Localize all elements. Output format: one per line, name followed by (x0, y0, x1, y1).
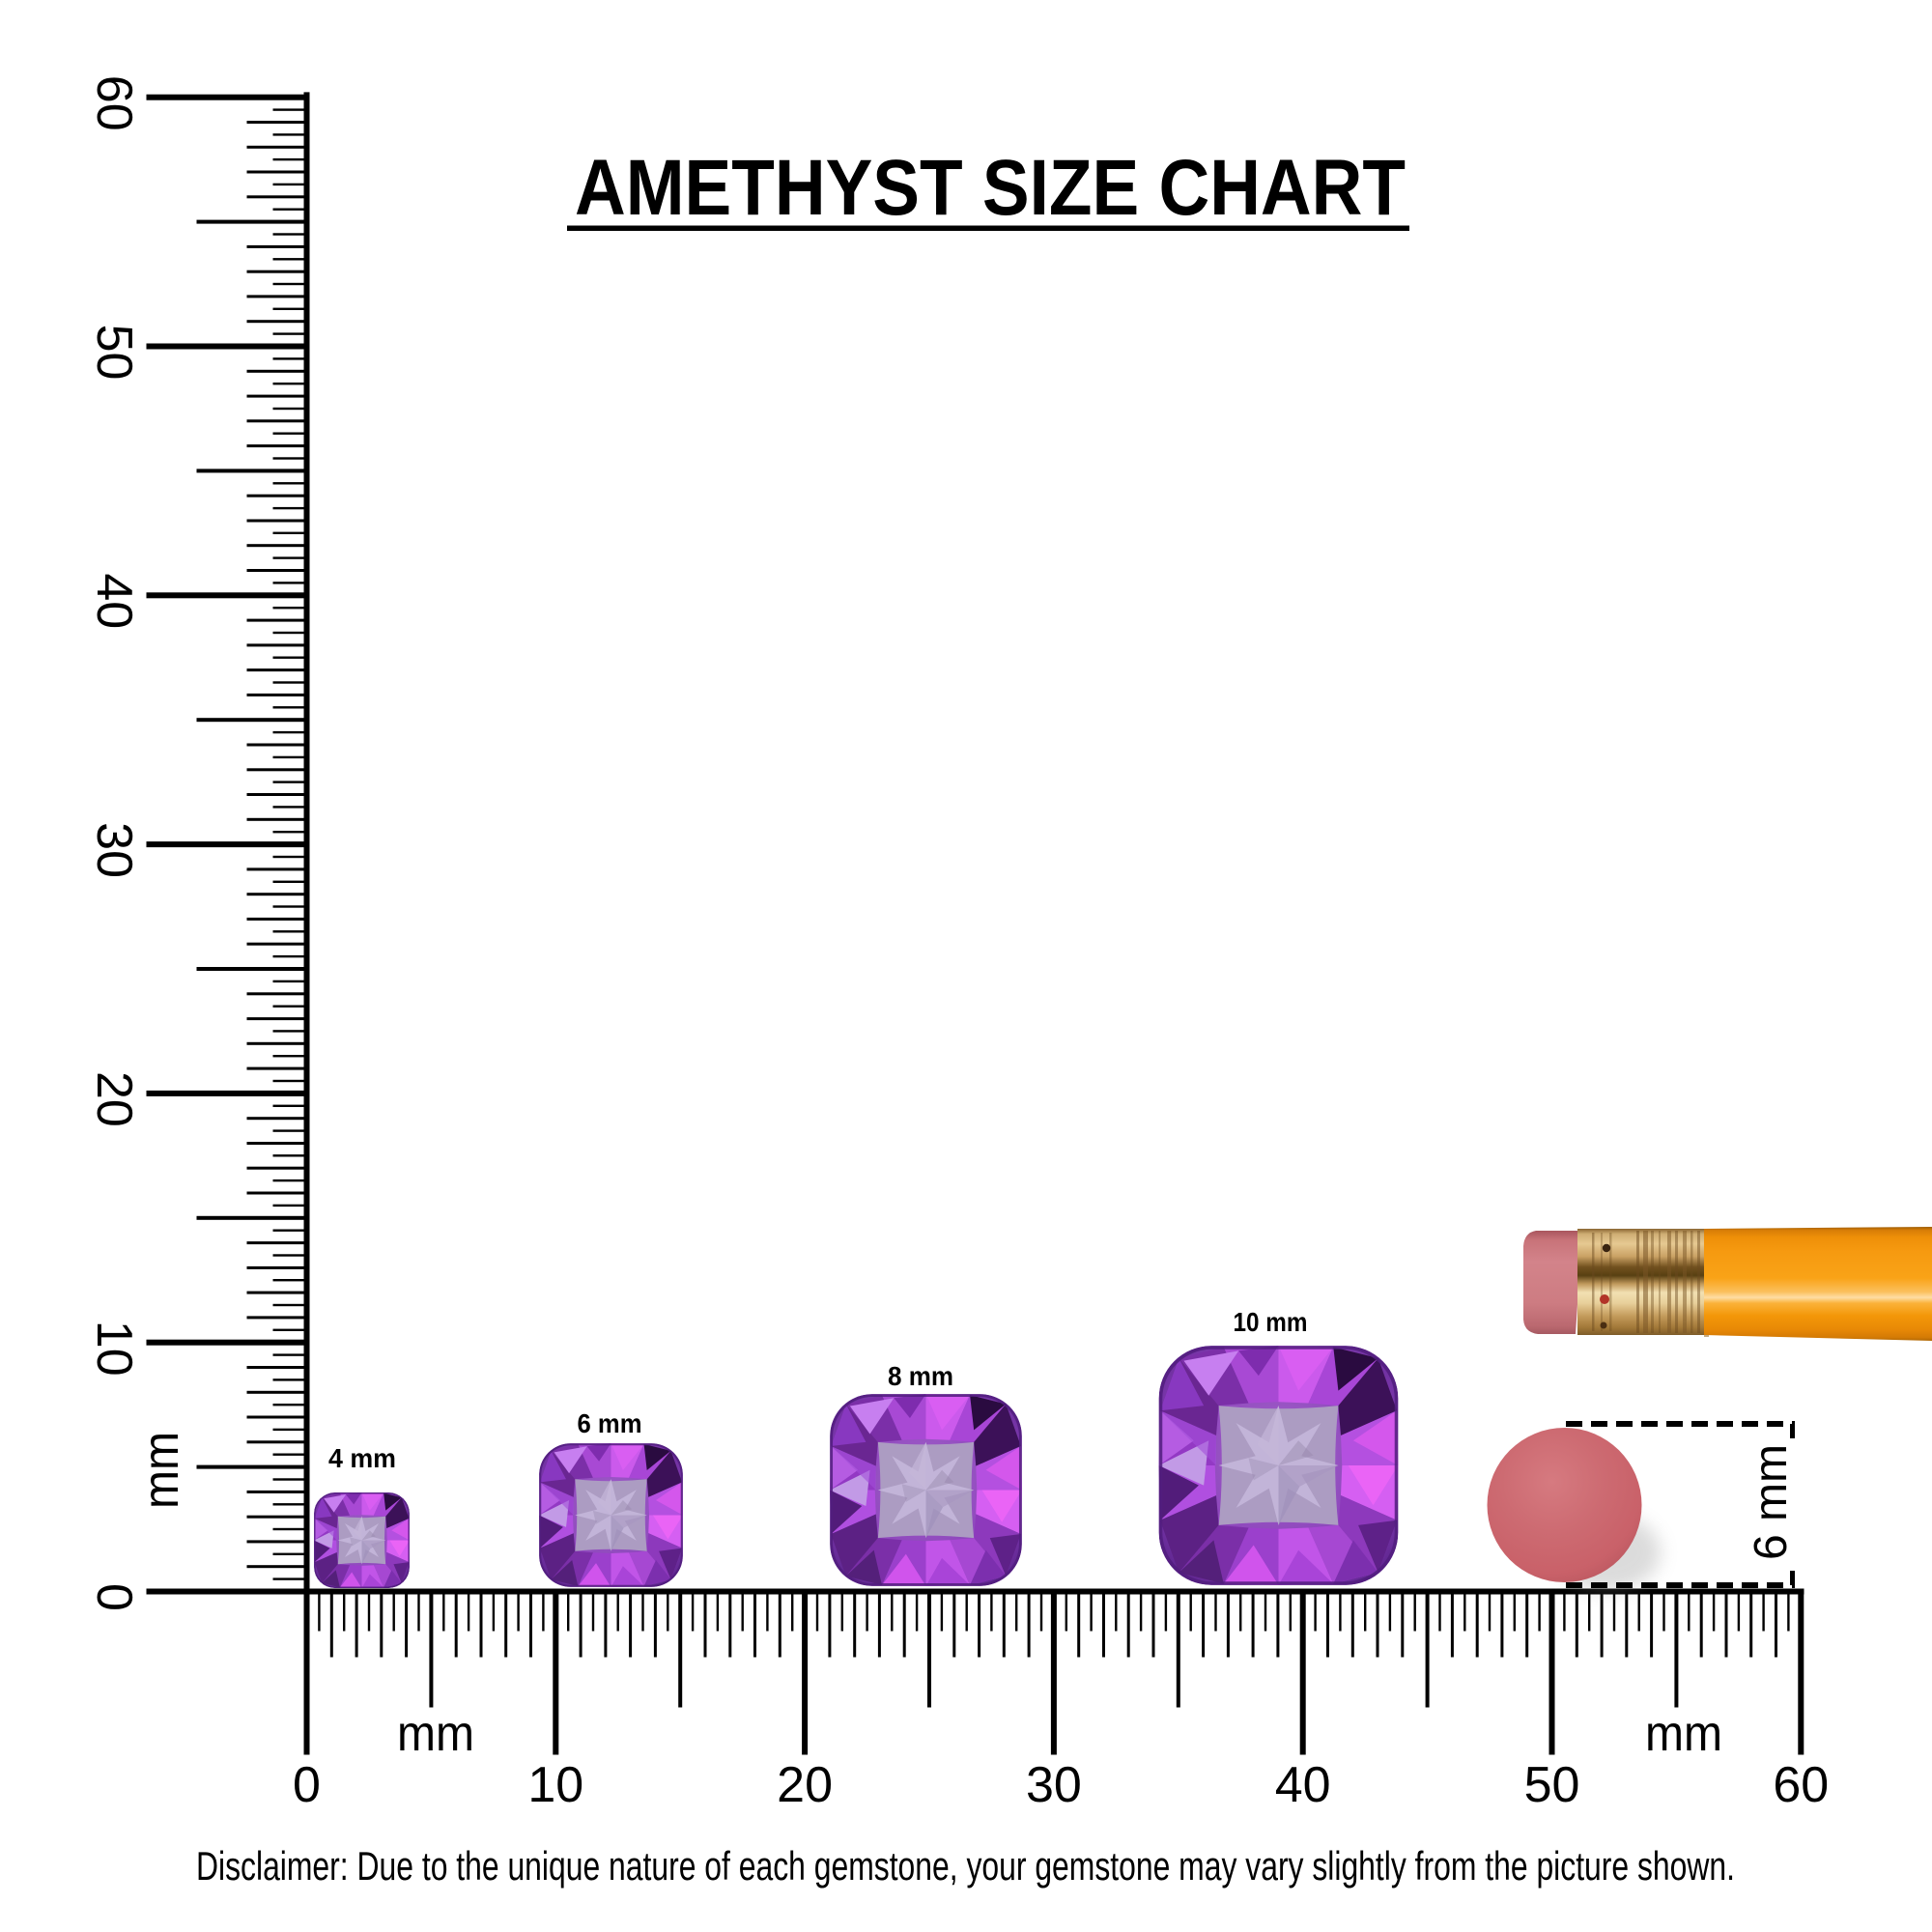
svg-text:20: 20 (777, 1757, 833, 1813)
svg-text:mm: mm (1645, 1706, 1722, 1762)
svg-text:Disclaimer: Due to the unique: Disclaimer: Due to the unique nature of … (196, 1843, 1735, 1889)
svg-text:8 mm: 8 mm (888, 1361, 953, 1391)
svg-text:6 mm: 6 mm (1746, 1444, 1797, 1560)
svg-text:0: 0 (86, 1583, 142, 1611)
svg-text:10 mm: 10 mm (1234, 1307, 1308, 1337)
svg-text:mm: mm (397, 1706, 474, 1762)
svg-text:40: 40 (86, 573, 142, 629)
svg-text:40: 40 (1275, 1757, 1331, 1813)
svg-text:50: 50 (86, 325, 142, 381)
svg-text:10: 10 (527, 1757, 583, 1813)
svg-text:60: 60 (86, 75, 142, 131)
svg-text:50: 50 (1524, 1757, 1580, 1813)
svg-text:6 mm: 6 mm (578, 1408, 642, 1438)
svg-text:4 mm: 4 mm (328, 1443, 396, 1473)
svg-text:60: 60 (1773, 1757, 1829, 1813)
svg-text:AMETHYST SIZE CHART: AMETHYST SIZE CHART (575, 144, 1406, 232)
svg-text:mm: mm (133, 1432, 189, 1509)
svg-text:30: 30 (86, 822, 142, 878)
svg-text:10: 10 (86, 1321, 142, 1377)
svg-text:30: 30 (1026, 1757, 1082, 1813)
svg-text:0: 0 (293, 1757, 321, 1813)
svg-text:20: 20 (86, 1071, 142, 1127)
